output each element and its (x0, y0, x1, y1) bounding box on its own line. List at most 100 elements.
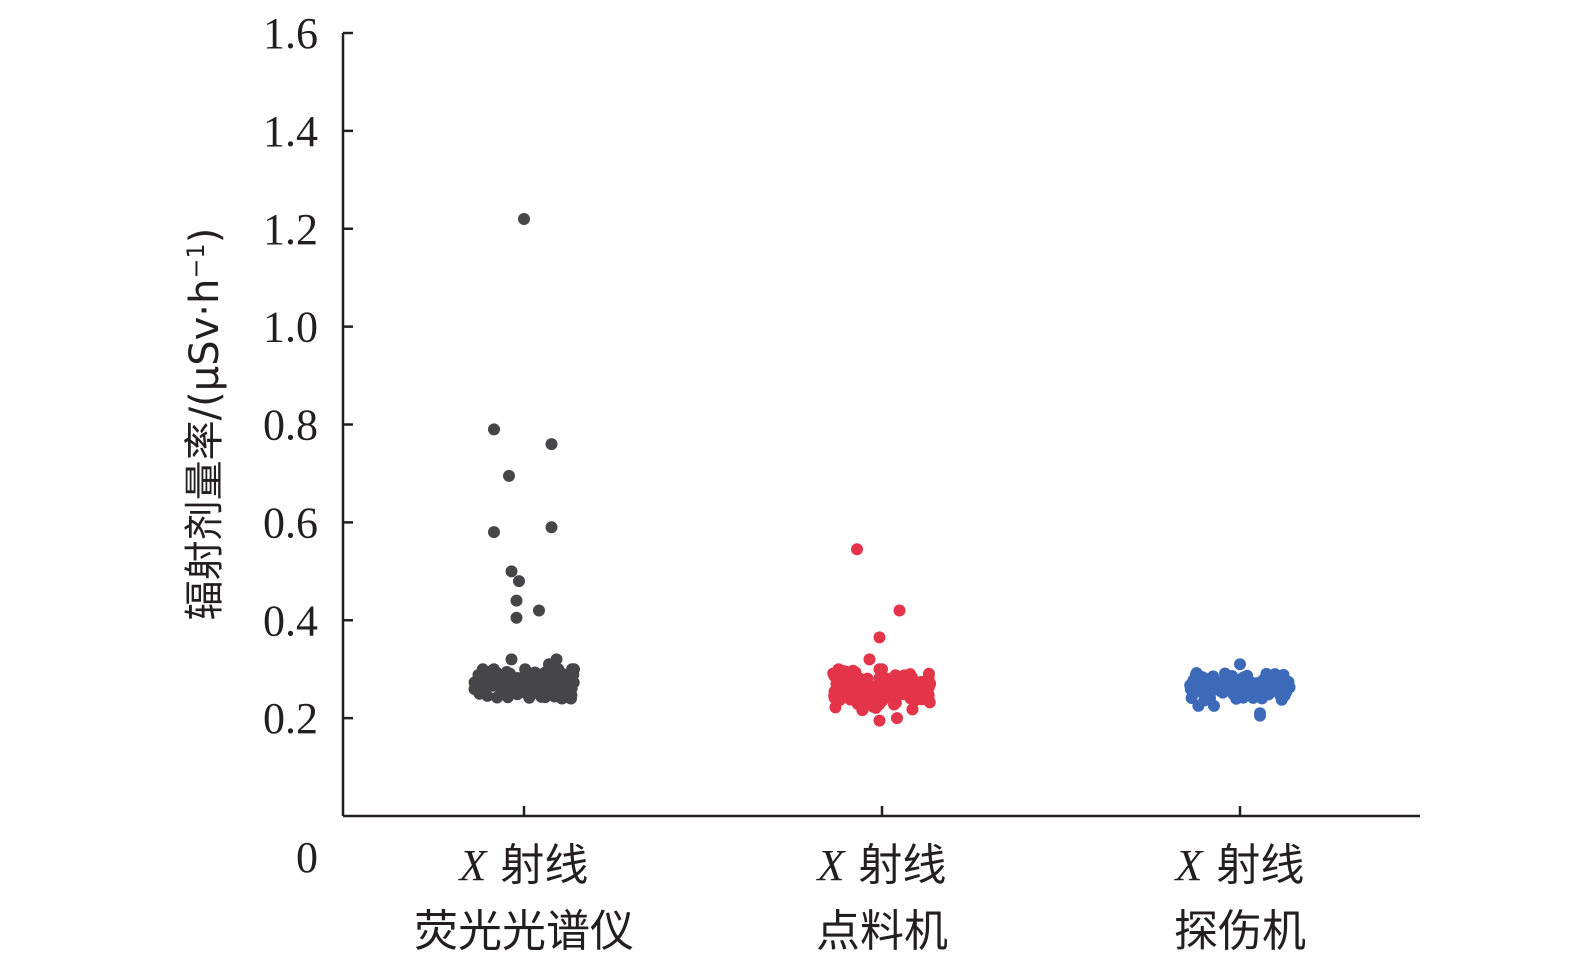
x-category-line1: 射线 (486, 840, 588, 891)
outlier-point (891, 712, 903, 725)
data-point (1198, 694, 1211, 707)
data-point (1216, 681, 1229, 694)
outlier-point (510, 594, 523, 607)
data-point (478, 686, 491, 699)
x-category-line1: 射线 (1202, 840, 1304, 891)
outlier-point (503, 469, 515, 482)
x-category-prefix: X (458, 841, 489, 890)
y-tick-label: 0.6 (263, 498, 318, 547)
data-point (876, 677, 889, 690)
data-point (844, 687, 857, 700)
data-point (501, 691, 514, 704)
data-point (525, 688, 538, 701)
data-point (556, 679, 569, 692)
outlier-point (568, 663, 580, 676)
data-point (1281, 680, 1294, 693)
x-category-prefix: X (816, 841, 847, 890)
outlier-point (513, 575, 525, 588)
outlier-point (851, 543, 863, 556)
series-2 (1184, 658, 1296, 722)
data-point (513, 675, 526, 688)
outlier-point (488, 526, 500, 539)
data-point (856, 704, 869, 717)
outlier-point (1269, 668, 1281, 681)
data-point (527, 673, 540, 686)
x-category-label-line1: X 射线 (458, 840, 589, 891)
outlier-point (533, 604, 545, 617)
outlier-point (545, 521, 558, 534)
y-tick-label: 0.2 (263, 694, 318, 743)
data-point (863, 695, 876, 708)
data-point (888, 698, 901, 711)
x-category-label-line1: X 射线 (1174, 840, 1305, 891)
y-tick-label: 0.8 (263, 401, 318, 450)
x-category-label-line2: 荧光光谱仪 (414, 906, 634, 957)
data-point (1247, 691, 1260, 704)
y-axis-title-sup: −1 (182, 243, 210, 278)
data-point (922, 681, 935, 694)
data-point (906, 703, 919, 716)
data-point (1261, 681, 1274, 694)
outlier-point (505, 565, 518, 578)
data-point (539, 688, 552, 701)
y-tick-label: 0.4 (263, 596, 318, 645)
y-tick-label: 1.0 (263, 303, 318, 352)
x-category-label-line1: X 射线 (816, 840, 947, 891)
data-point (1195, 671, 1208, 684)
outlier-point (510, 611, 523, 624)
x-category-line1: 射线 (844, 840, 946, 891)
data-point (500, 666, 513, 679)
data-point (1246, 679, 1259, 692)
outlier-point (1234, 658, 1246, 671)
data-point (876, 694, 889, 707)
data-point (904, 668, 917, 681)
x-category-label-line2: 探伤机 (1174, 906, 1306, 957)
y-axis-title-main: 辐射剂量率/(μSv·h (182, 279, 228, 621)
y-tick-label: 0 (296, 833, 318, 882)
points-layer (468, 212, 1296, 727)
y-tick-label: 1.2 (263, 205, 318, 254)
y-axis-title-close: ) (182, 228, 228, 244)
data-point (491, 691, 504, 704)
data-point (484, 670, 497, 683)
outlier-point (1254, 709, 1266, 722)
x-category-prefix: X (1174, 841, 1205, 890)
data-point (904, 682, 917, 695)
data-point (922, 690, 935, 703)
data-point (853, 694, 866, 707)
data-point (846, 664, 859, 677)
data-point (519, 663, 532, 676)
data-point (468, 683, 481, 696)
outlier-point (543, 658, 555, 671)
data-point (853, 682, 866, 695)
data-point (922, 667, 935, 680)
x-category-label-line2: 点料机 (816, 906, 948, 957)
data-point (835, 677, 848, 690)
outlier-point (505, 653, 518, 666)
outlier-point (876, 663, 888, 676)
data-point (1232, 688, 1245, 701)
series-1 (827, 543, 937, 727)
data-point (1229, 676, 1242, 689)
data-point (868, 685, 881, 698)
outlier-point (518, 212, 530, 225)
y-tick-label: 1.4 (263, 107, 318, 156)
data-point (1207, 699, 1220, 712)
data-point (552, 663, 565, 676)
y-tick-label: 1.6 (263, 9, 318, 58)
outlier-point (873, 714, 886, 727)
outlier-point (545, 438, 558, 451)
data-point (497, 677, 510, 690)
y-ticks: 0 0.2 0.4 0.6 0.8 1.0 1.2 1.4 1.6 (263, 9, 353, 882)
outlier-point (863, 653, 876, 666)
outlier-point (1189, 682, 1201, 695)
outlier-point (893, 604, 906, 617)
outlier-point (873, 631, 886, 644)
outlier-point (488, 423, 500, 436)
data-point (892, 684, 905, 697)
y-axis-title: 辐射剂量率/(μSv·h−1) (182, 228, 228, 621)
data-point (544, 671, 557, 684)
series-0 (468, 212, 580, 705)
